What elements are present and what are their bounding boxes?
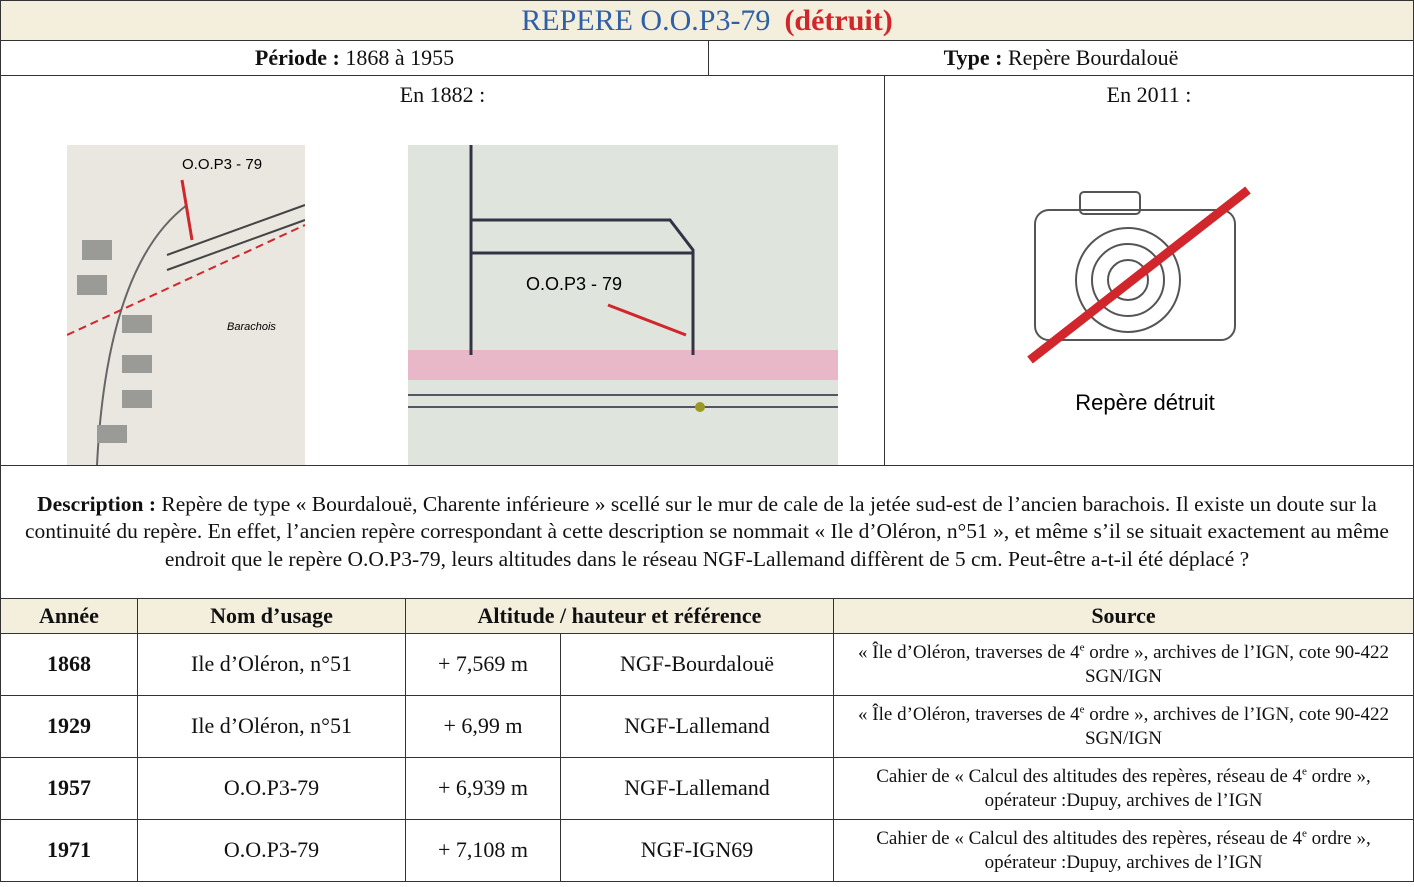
map-label: O.O.P3 - 79 [182,156,262,173]
table-cell: 1957 [0,757,138,820]
status: (détruit) [784,3,893,37]
title: REPERE O.O.P3-79 [521,3,771,37]
after-label: En 2011 : [1106,82,1192,107]
table-cell: NGF-Lallemand [560,757,834,820]
table-cell: Ile d’Oléron, n°51 [137,633,406,696]
map-photo-2: O.O.P3 - 79 [408,145,838,465]
description-cell: Description : Repère de type « Bourdalou… [0,465,1414,599]
title-bar: REPERE O.O.P3-79 (détruit) [0,0,1414,41]
table-header: Nom d’usage [137,598,406,634]
placeholder-image: Repère détruit [1027,186,1251,415]
source-cell: Cahier de « Calcul des altitudes des rep… [833,819,1414,882]
table-cell: + 7,108 m [405,819,561,882]
source: « Île d’Oléron, traverses de 4e ordre »,… [842,703,1405,751]
placeholder-text: Repère détruit [1075,390,1214,415]
table-cell: NGF-IGN69 [560,819,834,882]
map-photo-1: O.O.P3 - 79 Barachois [67,145,305,465]
source-cell: Cahier de « Calcul des altitudes des rep… [833,757,1414,820]
table-cell: O.O.P3-79 [137,757,406,820]
source-part: ordre », archives de l’IGN, cote 90-422 … [1084,641,1389,687]
source: Cahier de « Calcul des altitudes des rep… [842,827,1405,875]
table-cell: + 6,99 m [405,695,561,758]
source-part: ordre », opérateur :Dupuy, archives de l… [984,827,1371,873]
type-cell: Type : Repère Bourdalouë [708,40,1414,76]
table-header: Altitude / hauteur et référence [405,598,834,634]
before-label: En 1882 : [399,82,486,107]
source-part: e [1079,703,1085,716]
table-cell: NGF-Bourdalouë [560,633,834,696]
table-cell: + 6,939 m [405,757,561,820]
table-cell: Ile d’Oléron, n°51 [137,695,406,758]
table-cell: NGF-Lallemand [560,695,834,758]
source-part: e [1302,827,1307,840]
table-header: Source [833,598,1414,634]
type: Repère Bourdalouë [1007,44,1179,70]
source: Cahier de « Calcul des altitudes des rep… [842,765,1405,813]
source: « Île d’Oléron, traverses de 4e ordre »,… [842,641,1405,689]
table-cell: 1971 [0,819,138,882]
table-cell: 1868 [0,633,138,696]
source-part: e [1079,641,1085,654]
source-cell: « Île d’Oléron, traverses de 4e ordre »,… [833,695,1414,758]
type-label: Type : [943,44,1003,70]
source-part: e [1302,765,1307,778]
description: Repère de type « Bourdalouë, Charente in… [25,491,1389,571]
map-note: Barachois [227,321,276,333]
description-label: Description : [37,491,156,516]
period-cell: Période : 1868 à 1955 [0,40,709,76]
period-label: Période : [254,44,340,70]
table-cell: O.O.P3-79 [137,819,406,882]
source-part: ordre », opérateur :Dupuy, archives de l… [984,765,1371,811]
period: 1868 à 1955 [345,44,455,70]
source-part: Cahier de « Calcul des altitudes des rep… [876,827,1303,849]
table-cell: 1929 [0,695,138,758]
source-part: Cahier de « Calcul des altitudes des rep… [876,765,1303,787]
source-part: ordre », archives de l’IGN, cote 90-422 … [1084,703,1389,749]
source-cell: « Île d’Oléron, traverses de 4e ordre »,… [833,633,1414,696]
source-part: « Île d’Oléron, traverses de 4 [858,641,1080,663]
table-cell: + 7,569 m [405,633,561,696]
source-part: « Île d’Oléron, traverses de 4 [858,703,1080,725]
map-label: O.O.P3 - 79 [526,274,622,294]
table-header: Année [0,598,138,634]
